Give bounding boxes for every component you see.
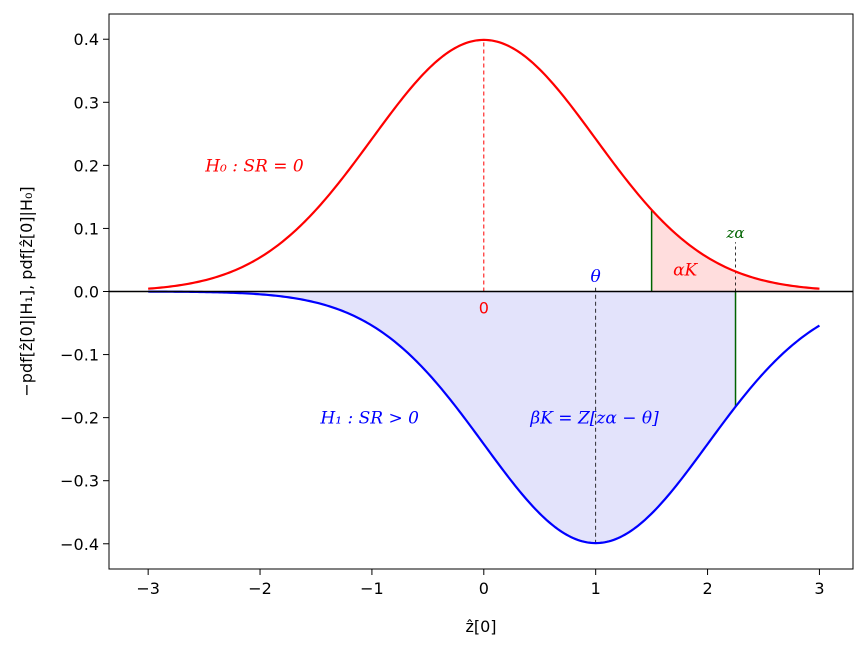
y-tick-label: 0.1 — [74, 219, 99, 238]
beta-label: βK = Z[zα − θ] — [529, 409, 659, 429]
y-tick-label: 0.0 — [74, 283, 99, 302]
x-tick-label: −2 — [248, 579, 272, 598]
x-tick-label: −3 — [136, 579, 160, 598]
guide-lines — [483, 39, 737, 544]
h1-density-curve — [148, 290, 821, 545]
alpha-region — [651, 209, 820, 292]
h0-density-curve — [148, 38, 820, 290]
y-tick-label: −0.3 — [60, 472, 99, 491]
x-tick-label: −1 — [360, 579, 384, 598]
y-tick-label: 0.2 — [74, 156, 99, 175]
h0-label: H₀ : SR = 0 — [204, 156, 304, 176]
y-tick-label: −0.4 — [60, 535, 99, 554]
density-curves — [148, 38, 821, 545]
x-axis: −3 −2 −1 0 1 2 3 — [136, 569, 825, 598]
z-alpha-label: zα — [726, 224, 745, 242]
y-tick-label: −0.2 — [60, 409, 99, 428]
beta-region — [148, 291, 736, 544]
y-tick-label: −0.1 — [60, 346, 99, 365]
y-axis: 0.4 0.3 0.2 0.1 0.0 −0.1 −0.2 −0.3 −0.4 — [60, 30, 109, 554]
x-tick-label: 3 — [814, 579, 824, 598]
y-axis-title: −pdf[ẑ[0]|H₁], pdf[ẑ[0]|H₀] — [17, 186, 36, 396]
zero-label: 0 — [479, 299, 489, 318]
h1-label: H₁ : SR > 0 — [319, 409, 419, 429]
x-tick-label: 2 — [702, 579, 712, 598]
x-axis-title: ẑ[0] — [465, 617, 496, 636]
y-tick-label: 0.4 — [74, 30, 99, 49]
annotations: ẑ[0] −pdf[ẑ[0]|H₁], pdf[ẑ[0]|H₀] H₀ : SR =… — [17, 156, 745, 636]
alpha-label: αK — [673, 261, 698, 281]
x-tick-label: 0 — [479, 579, 489, 598]
x-tick-label: 1 — [591, 579, 601, 598]
theta-label: θ — [591, 267, 601, 287]
y-tick-label: 0.3 — [74, 93, 99, 112]
fill-regions — [148, 209, 820, 544]
